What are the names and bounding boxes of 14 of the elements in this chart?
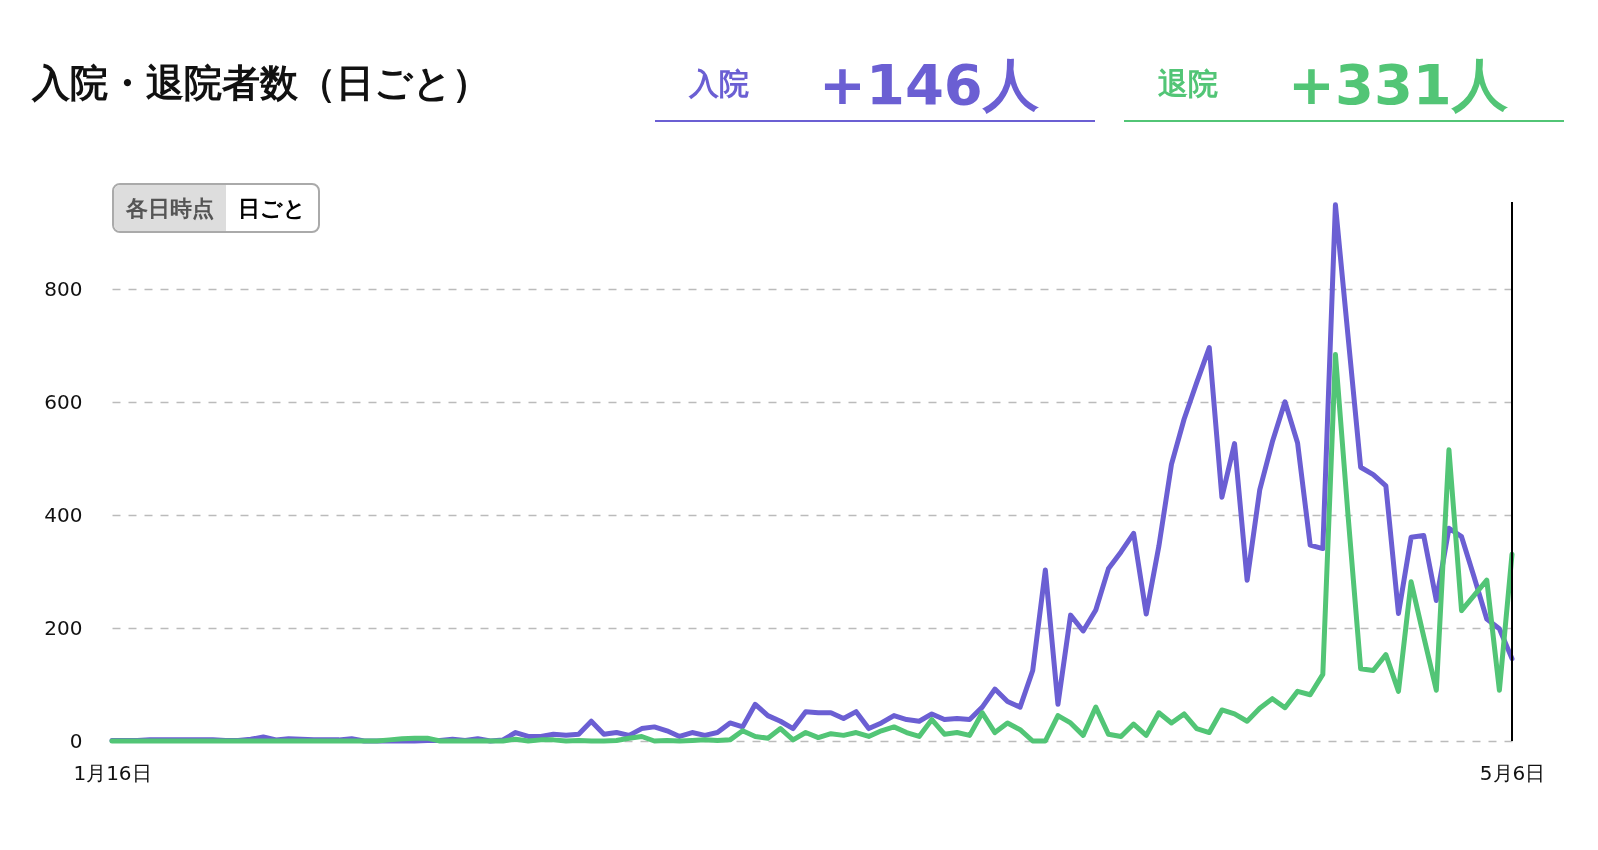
annotation: 各日時点 bbox=[114, 185, 226, 231]
y-tick-label: 200 bbox=[44, 615, 83, 640]
y-tick-label: 0 bbox=[69, 728, 83, 753]
x-tick-label: 5月6日 bbox=[1479, 760, 1546, 785]
text: +146人 bbox=[819, 51, 1039, 119]
chart-title: 入院・退院者数（日ごと） bbox=[32, 60, 490, 107]
annotation: 日ごと bbox=[237, 195, 307, 223]
text: 入院 bbox=[689, 65, 749, 103]
y-tick-label: 600 bbox=[44, 389, 83, 414]
y-tick-label: 400 bbox=[44, 502, 83, 527]
text: +331人 bbox=[1288, 51, 1508, 119]
text: 退院 bbox=[1158, 65, 1218, 103]
y-tick-label: 800 bbox=[44, 276, 83, 301]
x-tick-label: 1月16日 bbox=[73, 760, 152, 785]
